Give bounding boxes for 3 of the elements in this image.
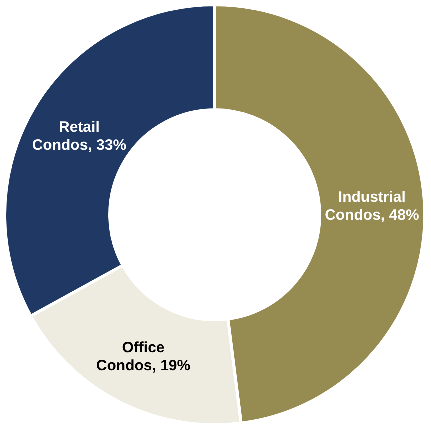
slice-label: Retail Condos, 33% bbox=[32, 118, 127, 154]
slice-label: Office Condos, 19% bbox=[96, 339, 191, 374]
slice-label: Industrial Condos, 48% bbox=[325, 189, 420, 224]
